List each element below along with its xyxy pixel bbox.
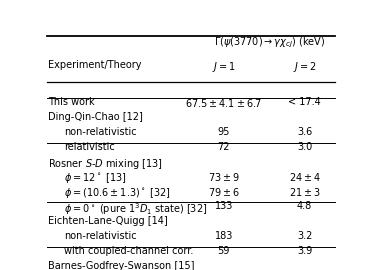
- Text: relativistic: relativistic: [64, 141, 115, 151]
- Text: Ding-Qin-Chao [12]: Ding-Qin-Chao [12]: [48, 112, 143, 122]
- Text: $79 \pm 6$: $79 \pm 6$: [208, 187, 240, 198]
- Text: $21 \pm 3$: $21 \pm 3$: [289, 187, 320, 198]
- Text: with coupled-channel corr.: with coupled-channel corr.: [64, 246, 193, 256]
- Text: 4.8: 4.8: [297, 201, 312, 211]
- Text: $J = 2$: $J = 2$: [293, 60, 316, 74]
- Text: Rosner $S$-$D$ mixing [13]: Rosner $S$-$D$ mixing [13]: [48, 157, 163, 171]
- Text: $\phi = 0^\circ$ (pure $1^3D_1$ state) [32]: $\phi = 0^\circ$ (pure $1^3D_1$ state) […: [64, 201, 207, 217]
- Text: 133: 133: [215, 201, 233, 211]
- Text: 95: 95: [218, 127, 230, 137]
- Text: This work: This work: [48, 97, 94, 107]
- Text: $24 \pm 4$: $24 \pm 4$: [289, 171, 321, 184]
- Text: 3.2: 3.2: [297, 231, 312, 241]
- Text: Eichten-Lane-Quigg [14]: Eichten-Lane-Quigg [14]: [48, 216, 168, 226]
- Text: $\phi = 12^\circ$ [13]: $\phi = 12^\circ$ [13]: [64, 171, 126, 185]
- Text: < 17.4: < 17.4: [288, 97, 321, 107]
- Text: $73 \pm 9$: $73 \pm 9$: [208, 171, 240, 184]
- Text: 3.0: 3.0: [297, 141, 312, 151]
- Text: 3.6: 3.6: [297, 127, 312, 137]
- Text: $\Gamma(\psi(3770) \rightarrow \gamma\chi_{cJ})$ (keV): $\Gamma(\psi(3770) \rightarrow \gamma\ch…: [214, 36, 326, 50]
- Text: $67.5 \pm 4.1 \pm 6.7$: $67.5 \pm 4.1 \pm 6.7$: [185, 97, 262, 109]
- Text: $\phi = (10.6 \pm 1.3)^\circ$ [32]: $\phi = (10.6 \pm 1.3)^\circ$ [32]: [64, 187, 171, 200]
- Text: 59: 59: [218, 246, 230, 256]
- Text: non-relativistic: non-relativistic: [64, 231, 137, 241]
- Text: non-relativistic: non-relativistic: [64, 127, 137, 137]
- Text: 72: 72: [218, 141, 230, 151]
- Text: $J = 1$: $J = 1$: [212, 60, 235, 74]
- Text: 183: 183: [215, 231, 233, 241]
- Text: Barnes-Godfrey-Swanson [15]: Barnes-Godfrey-Swanson [15]: [48, 261, 195, 270]
- Text: Experiment/Theory: Experiment/Theory: [48, 60, 141, 70]
- Text: 3.9: 3.9: [297, 246, 312, 256]
